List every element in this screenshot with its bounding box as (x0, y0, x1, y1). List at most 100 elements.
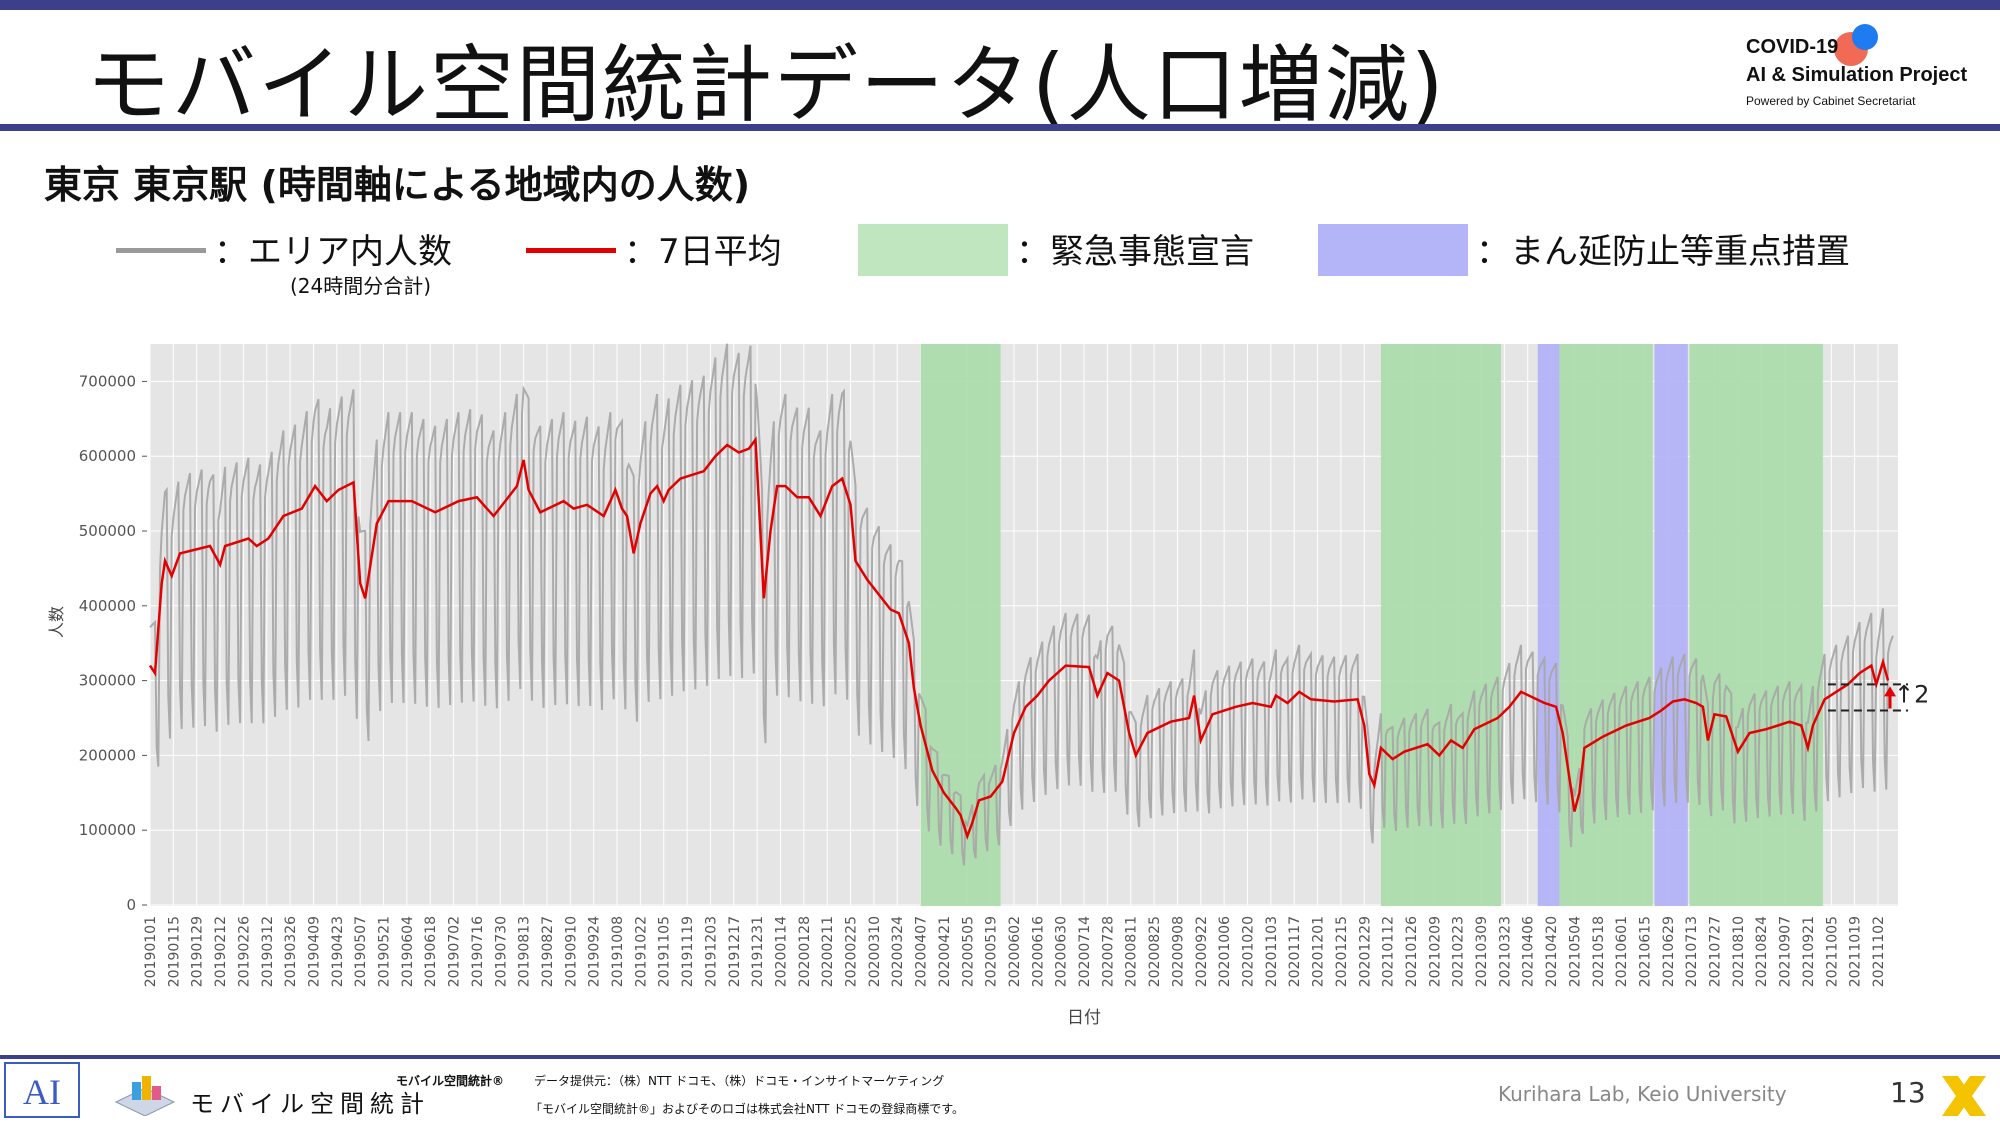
x-tick-label: 20210223 (1451, 916, 1467, 987)
ai-logo-icon: AI (4, 1062, 80, 1118)
logo-line-1: COVID-19 (1746, 36, 1839, 58)
x-tick-label: 20190423 (330, 916, 346, 987)
x-tick-label: 20200324 (890, 916, 906, 987)
x-tick-label: 20200630 (1054, 916, 1070, 987)
x-tick-label: 20210713 (1684, 916, 1700, 987)
y-axis-label: 人数 (47, 606, 66, 638)
x-tick-label: 20211005 (1824, 916, 1840, 987)
population-line-chart: 0 100000 200000 300000 400000 500000 600000 700… (47, 343, 1930, 1028)
annotation-label: ↑2.3% (1894, 680, 1930, 708)
x-tick-label: 20190618 (423, 916, 439, 987)
x-tick-label: 20210406 (1521, 916, 1537, 987)
x-tick-label: 20191022 (633, 916, 649, 987)
chart-subtitle: 東京 東京駅 (時間軸による地域内の人数) (44, 163, 751, 207)
x-tick-label: 20191008 (610, 916, 626, 987)
yellow-x-logo-icon (1942, 1076, 1986, 1116)
x-tick-label: 20200728 (1100, 916, 1116, 987)
x-tick-label: 20190326 (283, 916, 299, 987)
x-tick-label: 20200421 (937, 916, 953, 987)
x-tick-label: 20190507 (353, 916, 369, 987)
x-tick-label: 20190129 (190, 916, 206, 987)
x-tick-label: 20200128 (797, 916, 813, 987)
footer-lab: Kurihara Lab, Keio University (1498, 1082, 1787, 1106)
x-tick-label: 20190716 (470, 916, 486, 987)
x-tick-label: 20190604 (400, 916, 416, 987)
x-tick-label: 20210504 (1567, 916, 1583, 987)
x-tick-label: 20190101 (143, 916, 159, 987)
x-tick-label: 20210112 (1381, 916, 1397, 987)
x-tick-label: 20191217 (727, 916, 743, 987)
x-tick-label: 20210518 (1591, 916, 1607, 987)
x-tick-label: 20210309 (1474, 916, 1490, 987)
legend-quasi-label: ：まん延防止等重点措置 (1476, 232, 1850, 272)
legend-emergency-label: ：緊急事態宣言 (1016, 232, 1254, 272)
x-tick-label: 20201117 (1287, 916, 1303, 987)
y-tick-label: 700000 (79, 372, 136, 390)
x-tick-label: 20190924 (587, 916, 603, 987)
x-tick-label: 20190813 (517, 916, 533, 987)
x-tick-label: 20201006 (1217, 916, 1233, 987)
x-tick-label: 20200310 (867, 916, 883, 987)
x-tick-label: 20210921 (1801, 916, 1817, 987)
y-tick-label: 200000 (79, 746, 136, 764)
legend-avg-label: ：7日平均 (624, 232, 782, 272)
x-tick-label: 20210323 (1497, 916, 1513, 987)
page-number: 13 (1890, 1076, 1926, 1109)
x-tick-label: 20200811 (1124, 916, 1140, 987)
seven-day-average-line (148, 436, 1890, 841)
legend-avg-line-swatch (526, 248, 616, 253)
project-logo: COVID-19 AI & Simulation Project Powered… (1746, 24, 1986, 114)
x-tick-label: 20200922 (1194, 916, 1210, 987)
x-tick-label: 20210126 (1404, 916, 1420, 987)
x-tick-label: 20200114 (774, 916, 790, 987)
x-tick-label: 20191105 (657, 916, 673, 987)
footer-notice: 「モバイル空間統計®」およびそのロゴは株式会社NTT ドコモの登録商標です。 (530, 1102, 965, 1116)
x-tick-label: 20200908 (1171, 916, 1187, 987)
legend-raw-line-swatch (116, 248, 206, 253)
x-tick-label: 20190702 (447, 916, 463, 987)
x-tick-label: 20201201 (1311, 916, 1327, 987)
x-tick-label: 20201020 (1241, 916, 1257, 987)
top-accent-bar (0, 0, 2000, 10)
quasi-emergency-period-span (1537, 344, 1560, 906)
header-divider (0, 124, 2000, 131)
annotation-arrow-head (1884, 686, 1897, 697)
x-tick-label: 20210209 (1427, 916, 1443, 987)
y-tick-label: 100000 (79, 821, 136, 839)
mobile-stats-logo-icon (114, 1076, 176, 1116)
y-tick-label: 400000 (79, 597, 136, 615)
x-tick-label: 20190115 (166, 916, 182, 987)
x-tick-label: 20210810 (1731, 916, 1747, 987)
x-tick-label: 20201215 (1334, 916, 1350, 987)
x-tick-label: 20190730 (493, 916, 509, 987)
x-tick-label: 20200519 (984, 916, 1000, 987)
x-tick-label: 20211019 (1848, 916, 1864, 987)
logo-line-3: Powered by Cabinet Secretariat (1746, 94, 1916, 108)
x-tick-label: 20190226 (236, 916, 252, 987)
y-tick-label: 500000 (79, 522, 136, 540)
x-tick-label: 20210615 (1638, 916, 1654, 987)
x-tick-label: 20190521 (377, 916, 393, 987)
emergency-period-span (1559, 344, 1653, 906)
x-tick-label: 20191231 (750, 916, 766, 987)
x-tick-label: 20211102 (1871, 916, 1887, 987)
legend-emergency-swatch (858, 224, 1008, 276)
footer-brand-text: モバイル空間統計 (190, 1090, 430, 1118)
logo-line-2: AI & Simulation Project (1746, 64, 1968, 86)
x-tick-label: 20200407 (914, 916, 930, 987)
svg-text:AI: AI (23, 1072, 61, 1112)
x-tick-label: 20190312 (260, 916, 276, 987)
legend-quasi-swatch (1318, 224, 1468, 276)
y-tick-label: 600000 (79, 447, 136, 465)
x-tick-label: 20201103 (1264, 916, 1280, 987)
x-tick-label: 20200825 (1147, 916, 1163, 987)
x-tick-label: 20210824 (1754, 916, 1770, 987)
footer-trademark-name: モバイル空間統計® (396, 1074, 505, 1088)
emergency-period-span (1380, 344, 1502, 906)
x-tick-label: 20210629 (1661, 916, 1677, 987)
page-title: モバイル空間統計データ(人口増減) (86, 36, 1446, 134)
x-tick-label: 20210727 (1708, 916, 1724, 987)
x-tick-label: 20200714 (1077, 916, 1093, 987)
x-axis-label: 日付 (1067, 1008, 1101, 1028)
x-tick-label: 20200225 (844, 916, 860, 987)
